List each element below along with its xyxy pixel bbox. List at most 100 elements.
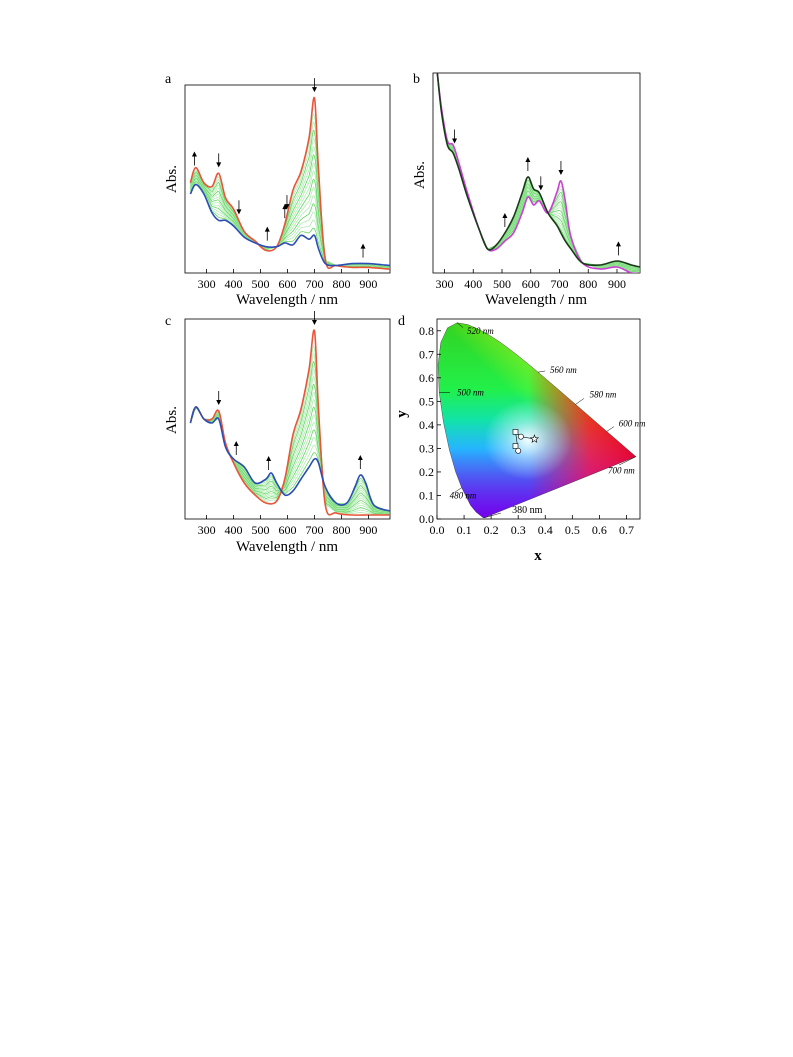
x-tick-label: 800 <box>332 523 350 537</box>
x-axis-title: Wavelength / nm <box>485 292 587 308</box>
y-axis-title: Abs. <box>164 406 180 434</box>
y-axis-ticks: 0.0 0.1 0.2 0.3 0.4 0.5 0.6 0.7 0.8 <box>419 324 441 526</box>
x-tick-label: 600 <box>522 277 540 291</box>
svg-text:500 nm: 500 nm <box>457 387 484 397</box>
x-tick-label: 300 <box>436 277 454 291</box>
wavelength-label: 520 nm <box>456 322 494 336</box>
arrow-down-icon <box>216 153 222 168</box>
series-line-1 <box>436 73 640 273</box>
spectrum-line <box>436 73 640 273</box>
wavelength-label: 580 nm <box>575 389 617 405</box>
wavelength-labels: 520 nm 560 nm 500 nm 580 nm 600 nm 700 nm 480 … <box>439 322 646 519</box>
intermediate-spectra <box>436 73 640 273</box>
color-point-square <box>512 429 519 435</box>
spectrum-line <box>436 73 640 270</box>
wavelength-label: 600 nm <box>606 418 646 432</box>
x-axis-ticks: 300 400 500 600 700 800 900 <box>198 269 377 291</box>
svg-text:700 nm: 700 nm <box>608 466 635 476</box>
panel-letter-d: d <box>398 314 405 329</box>
x-tick-label: 500 <box>252 523 270 537</box>
y-tick-label: 0.4 <box>419 418 434 432</box>
series-line-2 <box>189 183 390 267</box>
y-tick-label: 0.5 <box>419 394 434 408</box>
x-tick-label: 0.1 <box>457 523 472 537</box>
arrow-up-icon <box>357 455 363 469</box>
wavelength-label: 380 nm <box>484 505 543 519</box>
svg-text:520 nm: 520 nm <box>467 326 494 336</box>
spectrum-line <box>436 73 640 273</box>
x-axis-ticks: 0.0 0.1 0.2 0.3 0.4 0.5 0.6 0.7 <box>430 515 634 537</box>
spectrum-line <box>190 183 390 267</box>
intermediate-spectra <box>190 345 390 516</box>
spectrum-line <box>436 73 640 271</box>
arrow-up-icon <box>360 243 366 258</box>
x-axis-title: x <box>534 548 542 564</box>
arrow-up-icon <box>282 204 288 219</box>
y-axis-title: Abs. <box>412 161 428 189</box>
color-point-square <box>512 443 519 449</box>
wavelength-label: 560 nm <box>537 365 577 375</box>
series-line-1 <box>189 329 390 516</box>
x-tick-label: 900 <box>359 277 377 291</box>
x-tick-label: 400 <box>464 277 482 291</box>
y-tick-label: 0.8 <box>419 324 434 338</box>
spectrum-line <box>190 121 390 270</box>
x-tick-label: 0.6 <box>592 523 607 537</box>
change-arrows <box>452 129 621 256</box>
y-axis-title: y <box>394 410 410 418</box>
plot-frame <box>432 72 641 274</box>
wavelength-label: 480 nm <box>450 487 477 501</box>
spectrum-line <box>436 73 640 273</box>
color-point-star <box>529 434 540 443</box>
arrow-up-icon <box>615 241 621 256</box>
color-point-circle <box>518 433 524 440</box>
arrow-up-icon <box>191 151 197 166</box>
spectrum-line <box>436 73 640 270</box>
spectrum-line <box>436 73 640 272</box>
panel-a: a 300 400 500 600 700 800 900 Abs. Wavelength … <box>164 72 391 308</box>
arrow-down-icon <box>452 129 458 144</box>
x-tick-label: 600 <box>279 523 297 537</box>
spectrum-line <box>436 73 640 272</box>
x-tick-label: 0.3 <box>511 523 526 537</box>
arrow-down-icon <box>311 78 317 93</box>
series-lines <box>436 73 640 273</box>
x-tick-label: 400 <box>225 523 243 537</box>
spectrum-line <box>436 73 640 271</box>
x-tick-label: 800 <box>332 277 350 291</box>
spectrum-line <box>436 73 640 269</box>
x-axis-title: Wavelength / nm <box>236 292 338 308</box>
x-axis-ticks: 300 400 500 600 700 800 900 <box>436 269 626 291</box>
series-line-1 <box>189 97 390 270</box>
spectrum-line <box>436 73 640 268</box>
series-lines <box>189 97 390 270</box>
spectrum-line <box>436 73 640 269</box>
y-tick-label: 0.1 <box>419 488 434 502</box>
series-line-2 <box>189 406 390 512</box>
panel-c: c 300 400 500 600 700 800 900 Abs. Wavelength … <box>164 311 391 555</box>
x-tick-label: 0.2 <box>484 523 499 537</box>
svg-text:480 nm: 480 nm <box>450 491 477 501</box>
arrow-down-icon <box>216 391 222 405</box>
x-tick-label: 400 <box>225 277 243 291</box>
color-point-circle <box>515 447 522 454</box>
x-tick-label: 0.4 <box>538 523 553 537</box>
arrow-up-icon <box>266 456 272 470</box>
series-line-2 <box>436 73 640 268</box>
x-tick-label: 600 <box>279 277 297 291</box>
x-tick-label: 0.5 <box>565 523 580 537</box>
arrow-down-icon <box>311 311 317 325</box>
arrow-down-icon <box>236 200 242 215</box>
color-trace <box>512 429 540 454</box>
x-tick-label: 800 <box>579 277 597 291</box>
x-tick-label: 700 <box>551 277 569 291</box>
arrow-up-icon <box>525 157 531 171</box>
spectrum-line <box>436 73 640 272</box>
x-tick-label: 0.0 <box>430 523 445 537</box>
svg-text:380 nm: 380 nm <box>512 505 543 516</box>
y-tick-label: 0.7 <box>419 347 434 361</box>
svg-text:560 nm: 560 nm <box>550 365 577 375</box>
wavelength-label: 700 nm <box>608 456 637 476</box>
arrow-down-icon <box>538 176 544 191</box>
